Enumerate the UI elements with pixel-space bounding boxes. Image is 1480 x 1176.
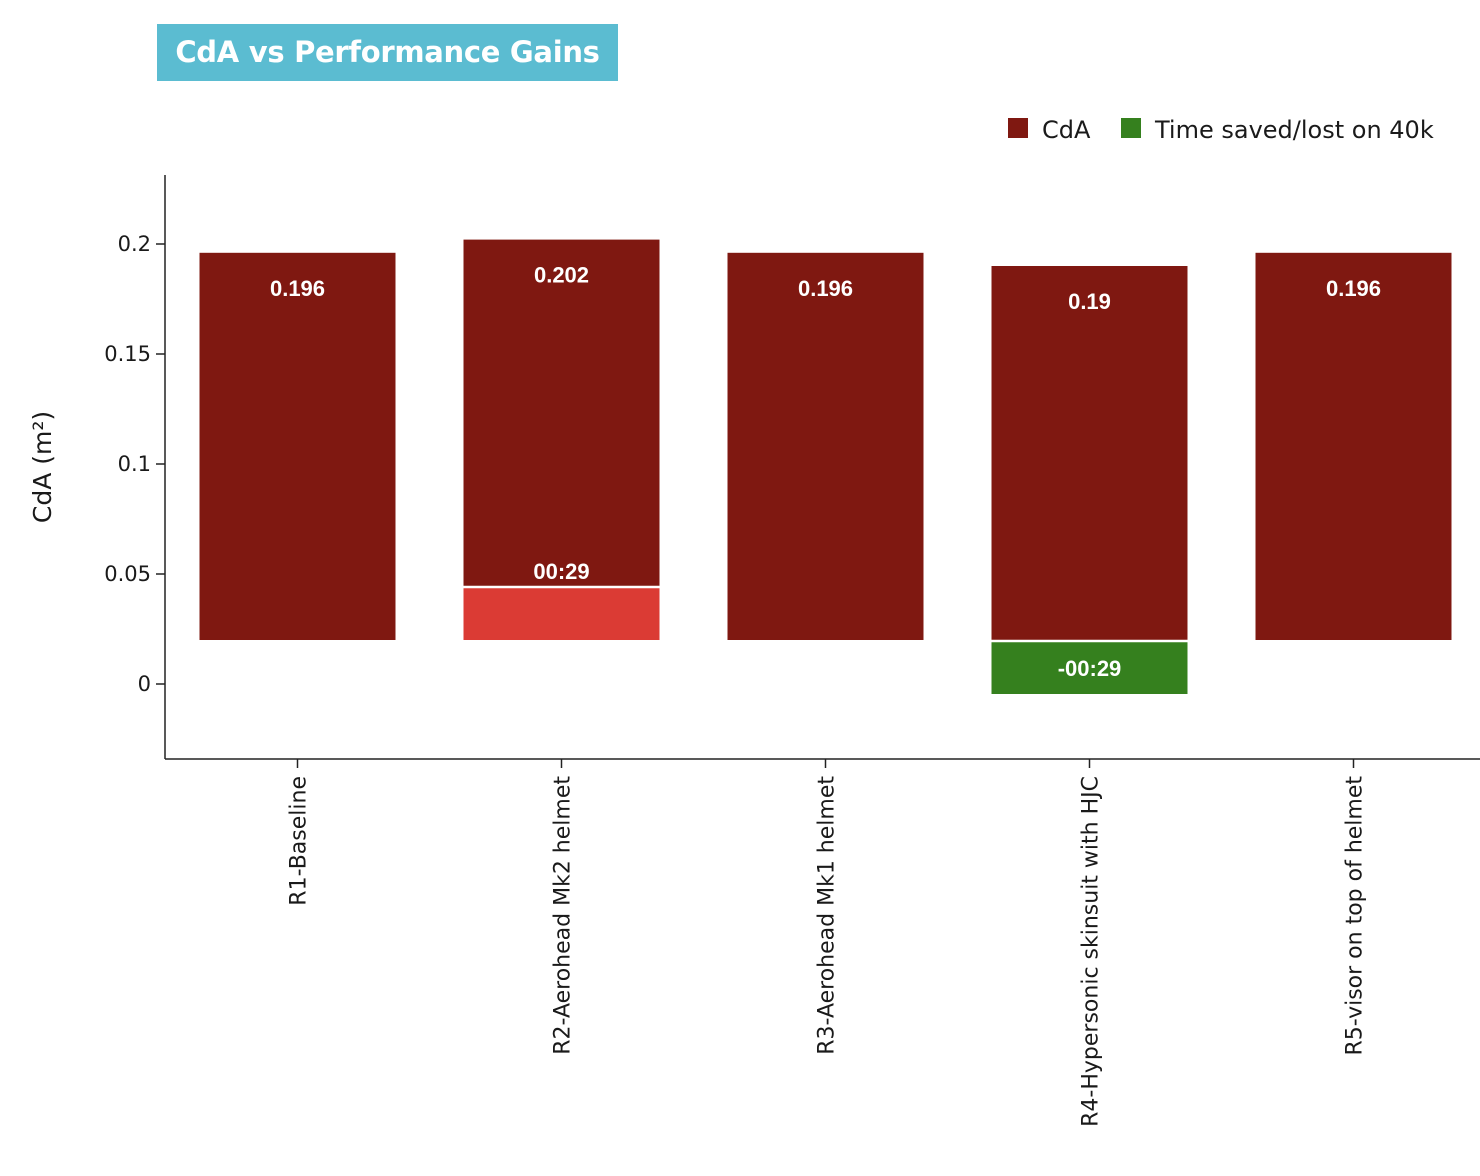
- legend-label-cda: CdA: [1042, 116, 1091, 144]
- y-tick-label: 0.1: [118, 452, 151, 476]
- legend: CdA Time saved/lost on 40k: [1008, 116, 1434, 144]
- bars: 0.196 0.202 00:29 0.196 0.19 -00:29 0.196: [199, 239, 1452, 694]
- legend-swatch-cda: [1008, 118, 1028, 138]
- cda-value-label: 0.202: [534, 263, 589, 288]
- time-saved-segment: [991, 642, 1188, 694]
- cda-bar: [199, 252, 396, 641]
- cda-bar: [1255, 252, 1452, 641]
- cda-bar: [991, 266, 1188, 640]
- time-lost-segment: [463, 588, 660, 640]
- y-tick-label: 0.15: [104, 342, 151, 366]
- cda-value-label: 0.196: [798, 276, 853, 301]
- cda-value-label: 0.19: [1068, 289, 1111, 314]
- axes: [164, 175, 1480, 760]
- chart-title: CdA vs Performance Gains: [157, 24, 618, 81]
- x-tick-label: R5-visor on top of helmet: [1343, 776, 1368, 1056]
- cda-bar: [463, 239, 660, 640]
- y-tick-label: 0: [138, 672, 151, 696]
- y-axis-title: CdA (m²): [28, 411, 57, 523]
- cda-value-label: 0.196: [1326, 276, 1381, 301]
- y-tick-label: 0.2: [118, 232, 151, 256]
- x-ticks: R1-Baseline R2-Aerohead Mk2 helmet R3-Aero…: [287, 759, 1368, 1127]
- cda-bar: [727, 252, 924, 641]
- cda-value-label: 0.196: [270, 276, 325, 301]
- y-ticks: 0 0.05 0.1 0.15 0.2: [104, 232, 165, 696]
- time-delta-label: -00:29: [1058, 656, 1122, 681]
- legend-swatch-time-saved: [1121, 118, 1141, 138]
- y-tick-label: 0.05: [104, 562, 151, 586]
- x-tick-label: R2-Aerohead Mk2 helmet: [551, 776, 576, 1055]
- x-tick-label: R3-Aerohead Mk1 helmet: [815, 776, 840, 1055]
- x-tick-label: R1-Baseline: [287, 776, 312, 906]
- legend-label-time-saved: Time saved/lost on 40k: [1154, 116, 1434, 144]
- x-tick-label: R4-Hypersonic skinsuit with HJC: [1079, 776, 1104, 1127]
- time-delta-label: 00:29: [533, 559, 589, 584]
